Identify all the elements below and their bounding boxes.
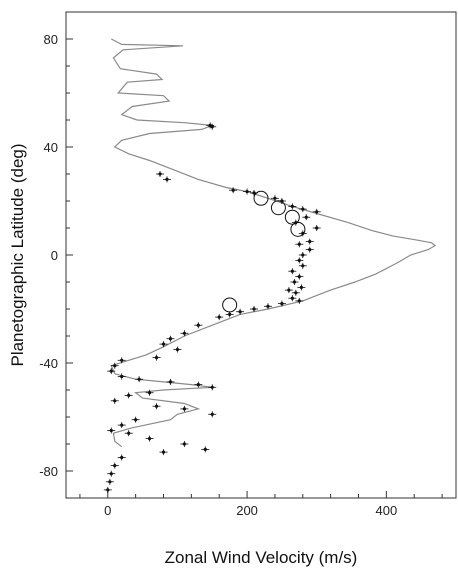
data-point bbox=[159, 341, 168, 348]
y-tick-label: -80 bbox=[39, 464, 58, 479]
data-point bbox=[305, 246, 314, 253]
data-point bbox=[302, 214, 311, 221]
data-point bbox=[124, 392, 133, 399]
data-point bbox=[105, 478, 114, 485]
data-point bbox=[107, 470, 116, 477]
x-axis-label: Zonal Wind Velocity (m/s) bbox=[165, 548, 358, 567]
data-point bbox=[107, 368, 116, 375]
data-point bbox=[250, 306, 259, 312]
data-point bbox=[215, 314, 224, 321]
data-point bbox=[194, 381, 203, 388]
data-point bbox=[117, 357, 126, 364]
data-point bbox=[162, 176, 171, 183]
data-point bbox=[229, 187, 238, 194]
data-point bbox=[284, 287, 293, 294]
open-circle-marker bbox=[270, 200, 286, 216]
data-point bbox=[180, 330, 189, 337]
data-point bbox=[288, 268, 297, 275]
data-point bbox=[208, 411, 217, 418]
data-point bbox=[135, 376, 144, 383]
data-point bbox=[152, 354, 161, 361]
data-point bbox=[243, 188, 252, 195]
data-point bbox=[295, 297, 304, 304]
data-point bbox=[298, 230, 307, 237]
model-profile-line bbox=[110, 38, 437, 448]
data-point bbox=[288, 295, 297, 302]
data-point bbox=[277, 300, 286, 307]
y-tick-label: 80 bbox=[44, 32, 58, 47]
data-point bbox=[298, 252, 307, 258]
y-ticks: 80 40 0 -40 -80 bbox=[39, 11, 73, 499]
data-point bbox=[124, 430, 133, 437]
data-point bbox=[236, 308, 245, 315]
data-point bbox=[156, 171, 165, 177]
data-point bbox=[295, 241, 304, 248]
data-point bbox=[180, 441, 189, 447]
data-point bbox=[312, 225, 321, 231]
data-point bbox=[107, 427, 116, 434]
data-point bbox=[152, 403, 161, 410]
data-point bbox=[110, 362, 119, 369]
data-point bbox=[295, 273, 304, 280]
x-tick-label: 400 bbox=[376, 503, 398, 518]
open-circle-marker bbox=[290, 221, 306, 237]
open-circle-marker bbox=[253, 190, 269, 206]
data-point bbox=[297, 284, 306, 291]
data-point bbox=[173, 346, 182, 353]
data-point bbox=[117, 422, 126, 429]
data-point bbox=[145, 435, 154, 442]
data-point bbox=[298, 262, 307, 269]
data-point bbox=[290, 279, 299, 285]
data-point bbox=[110, 462, 119, 469]
open-circle-marker bbox=[222, 297, 238, 313]
data-point bbox=[145, 389, 154, 396]
data-point bbox=[110, 397, 119, 404]
data-point bbox=[117, 454, 126, 461]
data-point bbox=[180, 405, 189, 412]
data-point bbox=[201, 446, 210, 453]
data-point bbox=[263, 303, 272, 310]
data-point bbox=[208, 384, 217, 391]
data-point bbox=[270, 195, 279, 202]
data-point bbox=[131, 416, 140, 423]
data-point bbox=[117, 373, 126, 380]
y-axis-label: Planetographic Latitude (deg) bbox=[8, 143, 27, 366]
y-tick-label: -40 bbox=[39, 356, 58, 371]
data-point bbox=[291, 289, 300, 296]
data-point bbox=[305, 238, 314, 245]
x-tick-label: 200 bbox=[236, 503, 258, 518]
data-point bbox=[159, 449, 168, 456]
data-point bbox=[103, 486, 112, 493]
data-point bbox=[166, 378, 175, 385]
data-point bbox=[295, 257, 304, 264]
data-point bbox=[298, 206, 307, 213]
plot-content bbox=[103, 38, 437, 493]
data-point bbox=[312, 208, 321, 215]
y-tick-label: 0 bbox=[51, 248, 58, 263]
data-point bbox=[288, 203, 297, 210]
x-tick-label: 0 bbox=[104, 503, 111, 518]
x-ticks: 0 200 400 bbox=[79, 491, 443, 518]
data-point bbox=[208, 123, 217, 130]
data-point bbox=[194, 322, 203, 329]
data-point bbox=[166, 335, 175, 342]
y-tick-label: 40 bbox=[44, 140, 58, 155]
open-circle-marker bbox=[284, 209, 300, 225]
